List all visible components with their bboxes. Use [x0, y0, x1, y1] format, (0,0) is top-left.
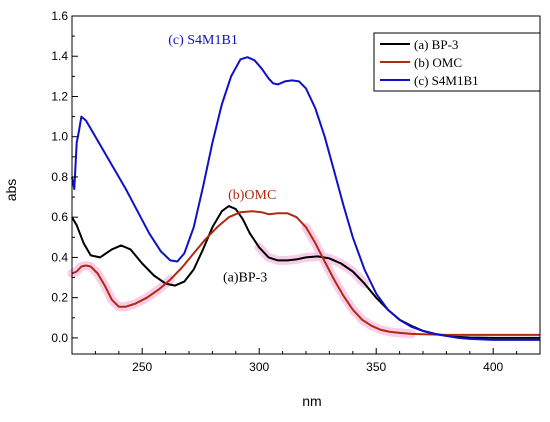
legend-label: (a) BP-3	[414, 37, 458, 52]
y-tick-label: 0.0	[51, 331, 68, 345]
series-line	[71, 56, 540, 341]
series-annotation: (b)OMC	[228, 188, 276, 203]
x-tick-label: 300	[249, 360, 269, 374]
y-tick-label: 0.2	[51, 291, 68, 305]
y-tick-label: 0.8	[51, 170, 68, 184]
series-annotation: (c) S4M1B1	[168, 33, 238, 48]
x-axis: 250 300 350 400	[94, 348, 518, 374]
series-line	[71, 210, 540, 336]
y-tick-label: 0.6	[51, 210, 68, 224]
x-tick-label: 250	[132, 360, 152, 374]
annotation-layer: (c) S4M1B1 (b)OMC (a)BP-3	[168, 33, 276, 285]
y-tick-label: 0.4	[51, 250, 68, 264]
legend: (a) BP-3 (b) OMC (c) S4M1B1	[373, 32, 541, 92]
x-tick-label: 400	[483, 360, 503, 374]
series-annotation: (a)BP-3	[223, 271, 267, 286]
y-axis-title: abs	[3, 179, 19, 202]
legend-label: (c) S4M1B1	[414, 73, 479, 88]
x-axis-title: nm	[302, 393, 321, 409]
legend-label: (b) OMC	[414, 55, 462, 70]
y-axis: 0.0 0.2 0.4 0.6 0.8 1.0 1.2 1.4 1.6	[51, 9, 78, 345]
series-layer	[71, 56, 540, 341]
series-highlight	[67, 261, 175, 312]
x-tick-label: 350	[366, 360, 386, 374]
y-tick-label: 1.4	[51, 49, 68, 63]
series-highlight	[254, 242, 369, 289]
y-tick-label: 1.0	[51, 130, 68, 144]
y-tick-label: 1.6	[51, 9, 68, 23]
y-tick-label: 1.2	[51, 89, 68, 103]
